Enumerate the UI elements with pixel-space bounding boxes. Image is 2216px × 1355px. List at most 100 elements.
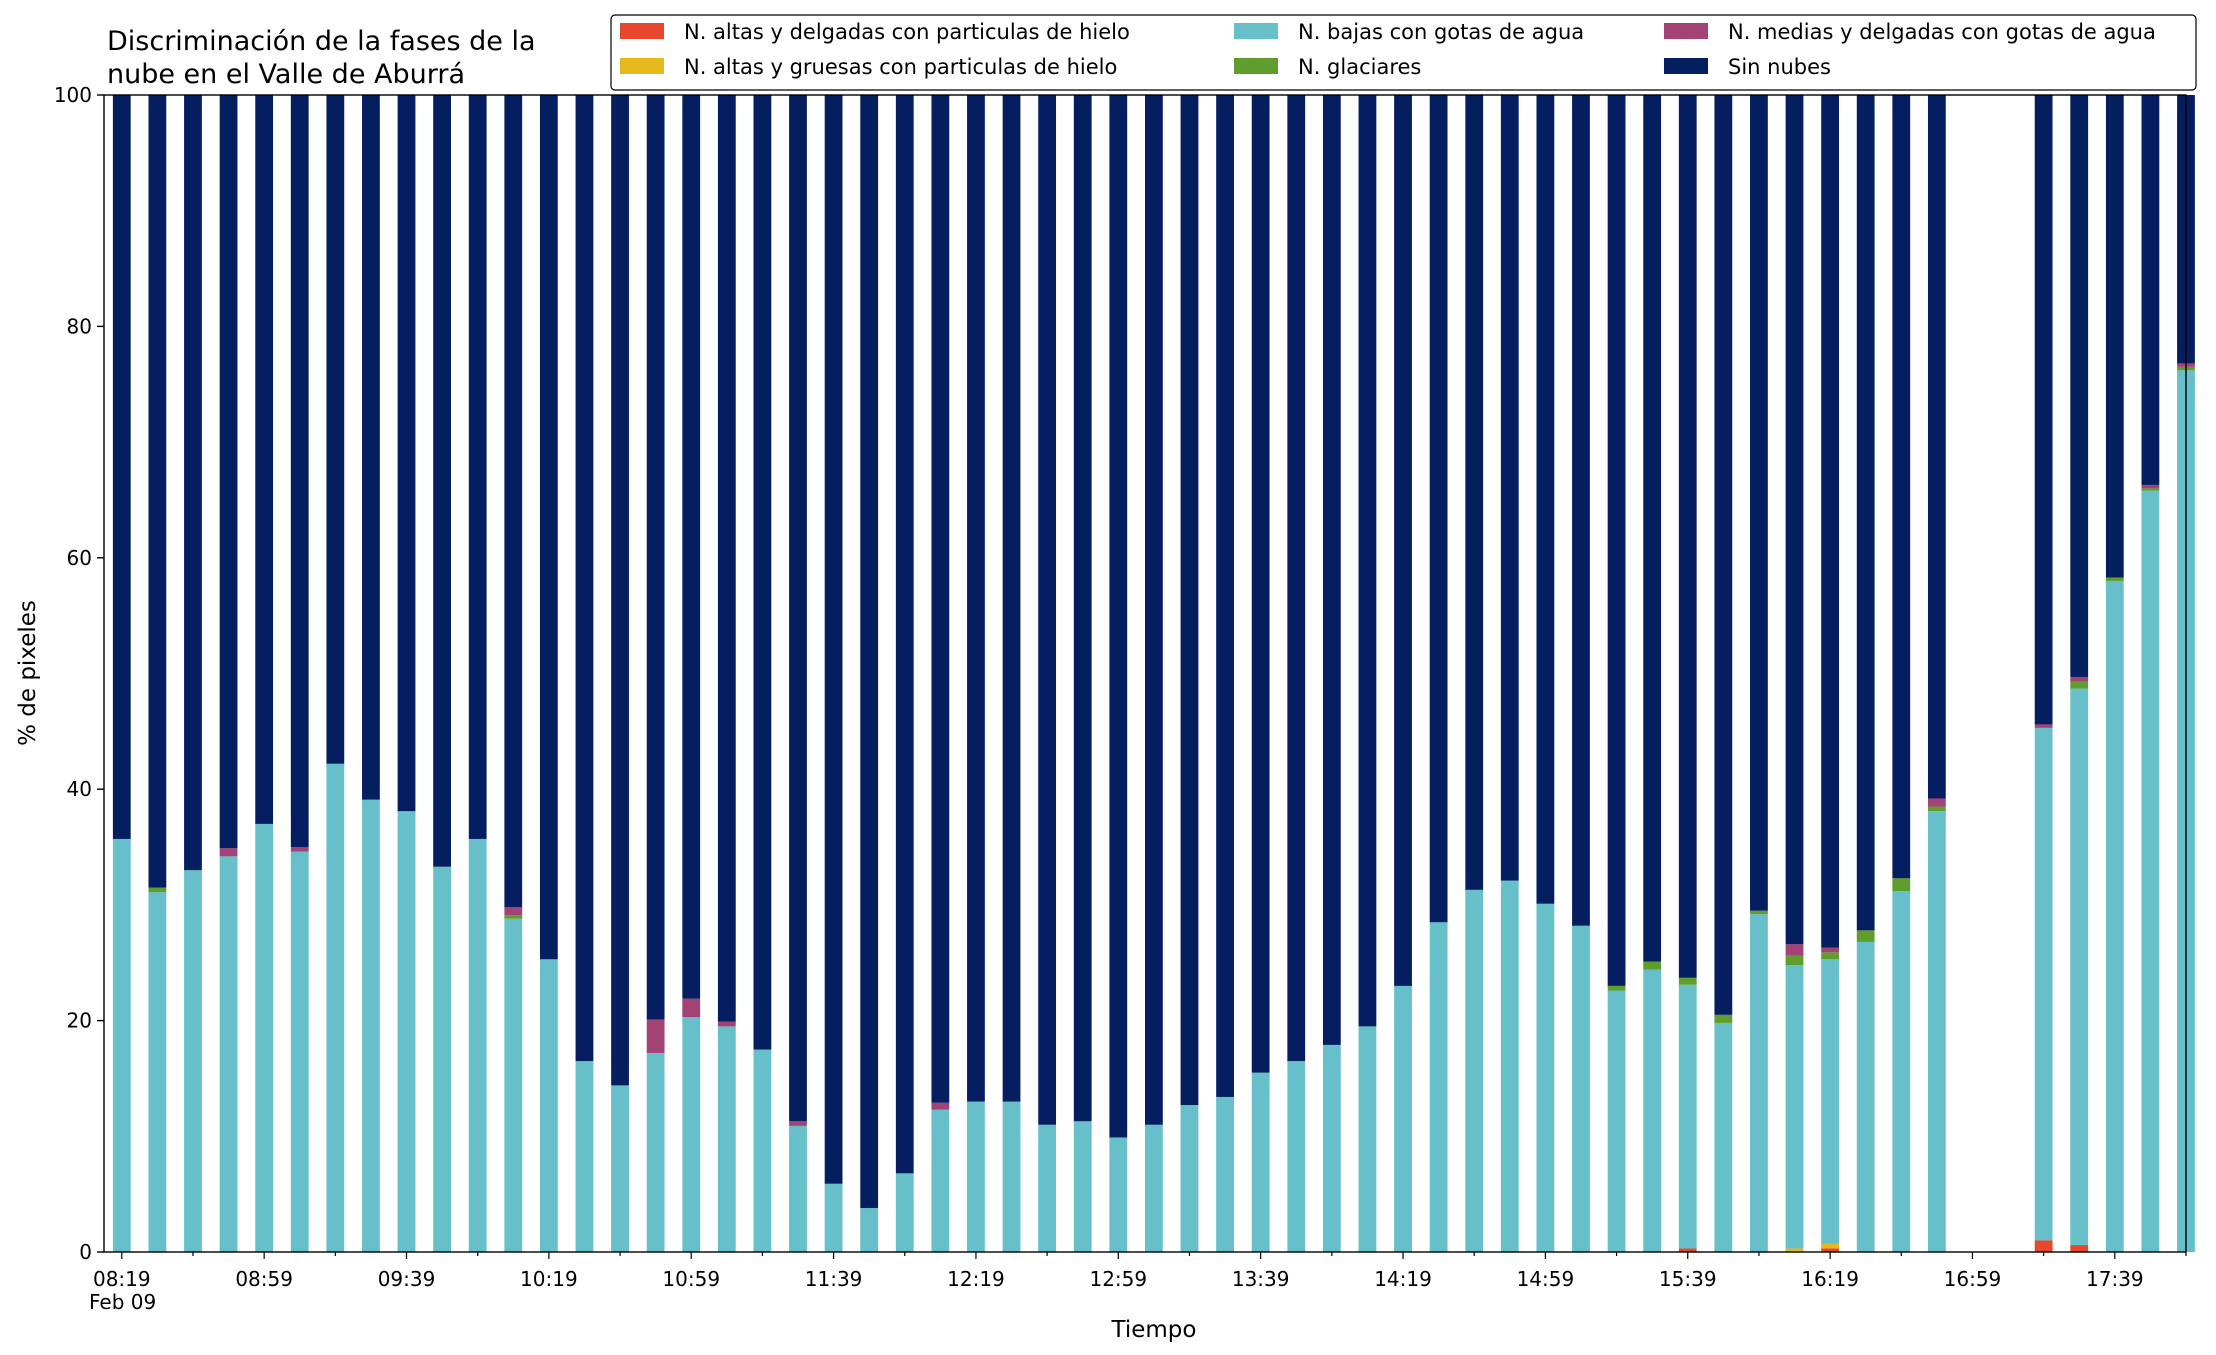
bar-glaciares-42 [1607, 985, 1626, 991]
bar-sin_nubes-25 [1002, 95, 1021, 1102]
legend-label-sin_nubes: Sin nubes [1728, 55, 1831, 79]
bar-sin_nubes-33 [1287, 95, 1306, 1062]
bar-medias_delgadas-23 [931, 1102, 950, 1110]
bar-sin_nubes-11 [504, 95, 523, 908]
plot-frame [103, 94, 2187, 1253]
bar-bajas_agua-32 [1251, 1072, 1270, 1252]
bar-medias_delgadas-51 [1927, 798, 1946, 807]
chart-title-line-2: nube en el Valle de Aburrá [107, 59, 465, 90]
x-tick-label-0859: 08:59 [235, 1267, 293, 1291]
bar-sin_nubes-32 [1251, 95, 1270, 1073]
legend-label-bajas_agua: N. bajas con gotas de agua [1298, 20, 1584, 44]
bar-bajas_agua-42 [1607, 990, 1626, 1252]
x-tick-label-1739: 17:39 [2086, 1267, 2144, 1291]
bar-bajas_agua-49 [1856, 941, 1875, 1252]
bar-bajas_agua-27 [1073, 1121, 1092, 1252]
bar-sin_nubes-18 [753, 95, 772, 1050]
bar-sin_nubes-39 [1500, 95, 1519, 881]
bar-sin_nubes-1 [148, 95, 167, 888]
y-tick-label-60: 60 [67, 546, 92, 570]
bar-sin_nubes-13 [575, 95, 594, 1062]
bar-sin_nubes-0 [112, 95, 131, 839]
bar-bajas_agua-30 [1180, 1105, 1199, 1252]
bar-medias_delgadas-57 [2141, 484, 2160, 489]
bar-bajas_agua-36 [1394, 985, 1412, 1252]
bar-sin_nubes-6 [326, 95, 345, 764]
x-tick-label-1539: 15:39 [1659, 1267, 1717, 1291]
legend: N. altas y delgadas con particulas de hi… [610, 14, 2197, 91]
bar-sin_nubes-48 [1821, 95, 1839, 948]
bar-bajas_agua-29 [1145, 1124, 1163, 1252]
legend-swatch-altas_gruesas [620, 58, 664, 74]
bar-bajas_agua-40 [1536, 903, 1555, 1252]
legend-swatch-altas_delgadas [620, 23, 664, 39]
bar-altas_gruesas-47 [1785, 1248, 1804, 1252]
legend-swatch-sin_nubes [1664, 58, 1708, 74]
bar-altas_gruesas-48 [1821, 1243, 1839, 1249]
bar-bajas_agua-41 [1572, 925, 1590, 1252]
bar-bajas_agua-57 [2141, 490, 2160, 1252]
bar-bajas_agua-46 [1750, 914, 1768, 1252]
bar-bajas_agua-5 [290, 851, 309, 1252]
bar-glaciares-1 [148, 887, 167, 893]
bar-glaciares-11 [504, 915, 523, 919]
bar-sin_nubes-24 [967, 95, 985, 1102]
x-tick-label-1459: 14:59 [1517, 1267, 1575, 1291]
bar-medias_delgadas-19 [789, 1121, 807, 1126]
bar-medias_delgadas-3 [219, 848, 238, 857]
bar-sin_nubes-44 [1678, 95, 1697, 978]
bar-bajas_agua-56 [2105, 580, 2124, 1252]
legend-swatch-glaciares [1234, 58, 1278, 74]
bar-sin_nubes-45 [1714, 95, 1733, 1015]
legend-swatch-medias_delgadas [1664, 23, 1708, 39]
bar-sin_nubes-17 [717, 95, 736, 1022]
bar-sin_nubes-19 [789, 95, 807, 1122]
y-tick-label-20: 20 [67, 1009, 92, 1033]
bar-sin_nubes-7 [362, 95, 380, 800]
bar-bajas_agua-15 [646, 1053, 665, 1252]
bar-medias_delgadas-5 [290, 847, 309, 852]
bar-sin_nubes-9 [433, 95, 451, 867]
bar-bajas_agua-55 [2070, 688, 2089, 1246]
x-tick-label-1219: 12:19 [947, 1267, 1005, 1291]
bar-glaciares-46 [1750, 910, 1768, 915]
bar-sin_nubes-42 [1607, 95, 1626, 986]
legend-label-medias_delgadas: N. medias y delgadas con gotas de agua [1728, 20, 2156, 44]
bar-altas_delgadas-55 [2070, 1245, 2089, 1252]
bar-sin_nubes-22 [895, 95, 914, 1174]
bar-medias_delgadas-15 [646, 1019, 665, 1053]
bar-sin_nubes-26 [1038, 95, 1057, 1125]
legend-label-altas_gruesas: N. altas y gruesas con particulas de hie… [684, 55, 1117, 79]
y-axis-label: % de pixeles [15, 600, 41, 746]
bar-sin_nubes-43 [1643, 95, 1662, 962]
bar-bajas_agua-37 [1429, 922, 1448, 1252]
x-tick-label-1339: 13:39 [1232, 1267, 1290, 1291]
x-axis: 08:19 08:59 09:39 10:19 10:59 11:39 12:19 12:59… [93, 1252, 2187, 1291]
bar-bajas_agua-38 [1465, 889, 1484, 1252]
bar-glaciares-43 [1643, 961, 1662, 970]
bar-bajas_agua-35 [1358, 1026, 1377, 1252]
x-axis-label: Tiempo [1111, 1317, 1197, 1343]
bar-medias_delgadas-11 [504, 907, 523, 916]
bar-sin_nubes-57 [2141, 95, 2160, 485]
bar-sin_nubes-47 [1785, 95, 1804, 945]
y-tick-label-40: 40 [67, 777, 92, 801]
bar-bajas_agua-34 [1322, 1044, 1341, 1252]
bar-bajas_agua-24 [967, 1101, 985, 1252]
y-axis: 0 20 40 60 80 100 [54, 83, 104, 1264]
bar-sin_nubes-38 [1465, 95, 1484, 890]
bar-sin_nubes-27 [1073, 95, 1092, 1122]
bar-bajas_agua-17 [717, 1026, 736, 1252]
bar-bajas_agua-16 [682, 1017, 701, 1252]
bar-sin_nubes-30 [1180, 95, 1199, 1106]
bar-bajas_agua-12 [539, 959, 558, 1252]
x-tick-label-1019: 10:19 [520, 1267, 578, 1291]
bar-sin_nubes-56 [2105, 95, 2124, 578]
bar-glaciares-49 [1856, 930, 1875, 942]
x-tick-label-1059: 10:59 [662, 1267, 720, 1291]
bar-medias_delgadas-47 [1785, 944, 1804, 956]
bar-bajas_agua-8 [397, 811, 416, 1252]
bar-bajas_agua-4 [255, 823, 274, 1252]
